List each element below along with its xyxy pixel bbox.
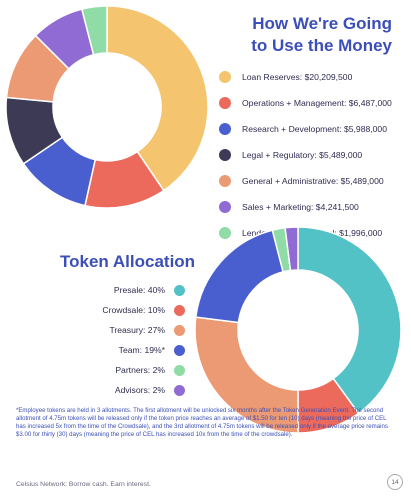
alloc-label: Team: 19%*: [118, 345, 165, 355]
legend-swatch: [219, 97, 231, 109]
footer-tagline: Celsius Network: Borrow cash. Earn inter…: [16, 481, 151, 488]
legend-swatch: [219, 123, 231, 135]
legend-swatch: [219, 71, 231, 83]
legend-label: Research + Development: $5,988,000: [242, 124, 387, 134]
legend-item-sales-marketing: Sales + Marketing: $4,241,500: [219, 194, 409, 220]
money-title-line2: to Use the Money: [251, 36, 392, 55]
page-number: 14: [387, 474, 403, 490]
alloc-swatch: [174, 384, 185, 396]
donut-slice-team: [194, 229, 284, 324]
donut-slice-treasury: [194, 316, 299, 434]
donut-slice-lenders-insurance-pool: [80, 5, 108, 56]
use-of-money-donut-chart: [5, 5, 209, 209]
team-token-footnote: *Employee tokens are held in 3 allotment…: [16, 407, 388, 439]
legend-swatch: [219, 175, 231, 187]
donut-slice-advisors: [284, 226, 299, 272]
legend-label: Legal + Regulatory: $5,489,000: [242, 150, 363, 160]
alloc-label: Presale: 40%: [113, 285, 165, 295]
donut-slice-presale: [297, 226, 402, 415]
legend-item-loan-reserves: Loan Reserves: $20,209,500: [219, 64, 409, 90]
alloc-swatch: [174, 304, 185, 316]
alloc-swatch: [174, 324, 185, 336]
legend-swatch: [219, 149, 231, 161]
alloc-item-team: Team: 19%*: [60, 340, 185, 360]
donut-slice-loan-reserves: [106, 5, 209, 192]
token-allocation-title: Token Allocation: [60, 252, 196, 271]
legend-label: Operations + Management: $6,487,000: [242, 98, 392, 108]
alloc-item-advisors: Advisors: 2%: [60, 380, 185, 400]
alloc-label: Crowdsale: 10%: [102, 305, 165, 315]
alloc-item-partners: Partners: 2%: [60, 360, 185, 380]
alloc-label: Partners: 2%: [115, 365, 165, 375]
alloc-item-treasury: Treasury: 27%: [60, 320, 185, 340]
use-of-money-legend: Loan Reserves: $20,209,500 Operations + …: [219, 64, 409, 246]
alloc-swatch: [174, 344, 185, 356]
money-title-line1: How We're Going: [252, 14, 392, 33]
alloc-swatch: [174, 364, 185, 376]
legend-item-general-admin: General + Administrative: $5,489,000: [219, 168, 409, 194]
legend-label: General + Administrative: $5,489,000: [242, 176, 384, 186]
legend-label: Sales + Marketing: $4,241,500: [242, 202, 359, 212]
legend-swatch: [219, 227, 231, 239]
alloc-label: Advisors: 2%: [114, 385, 165, 395]
legend-item-research: Research + Development: $5,988,000: [219, 116, 409, 142]
legend-item-legal: Legal + Regulatory: $5,489,000: [219, 142, 409, 168]
alloc-swatch: [174, 284, 185, 296]
legend-swatch: [219, 201, 231, 213]
legend-label: Loan Reserves: $20,209,500: [242, 72, 353, 82]
token-allocation-donut-chart: [194, 226, 402, 434]
alloc-label: Treasury: 27%: [109, 325, 165, 335]
legend-item-operations: Operations + Management: $6,487,000: [219, 90, 409, 116]
token-allocation-legend: Presale: 40% Crowdsale: 10% Treasury: 27…: [60, 280, 185, 400]
alloc-item-crowdsale: Crowdsale: 10%: [60, 300, 185, 320]
alloc-item-presale: Presale: 40%: [60, 280, 185, 300]
